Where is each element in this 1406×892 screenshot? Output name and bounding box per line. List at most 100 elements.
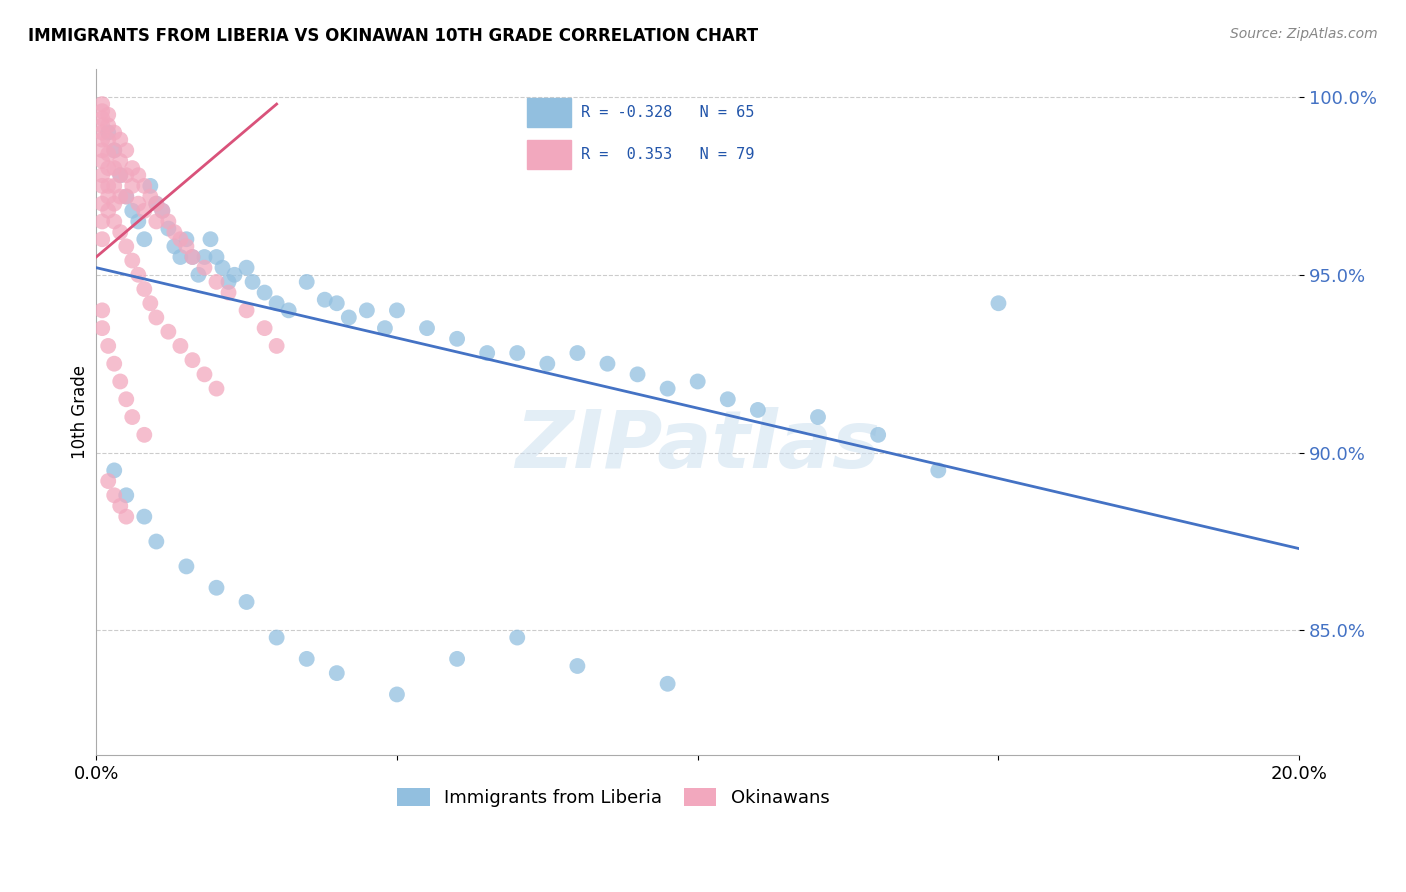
Point [314,293,336,307]
Point [110,499,132,513]
Point [103,357,125,371]
Point [91,119,114,133]
Point [139,296,162,310]
Point [103,144,125,158]
Point [169,250,191,264]
Point [242,275,264,289]
Point [91,144,114,158]
Point [110,189,132,203]
Point [91,303,114,318]
Point [91,153,114,168]
Point [295,275,318,289]
Point [145,196,167,211]
Text: IMMIGRANTS FROM LIBERIA VS OKINAWAN 10TH GRADE CORRELATION CHART: IMMIGRANTS FROM LIBERIA VS OKINAWAN 10TH… [28,27,758,45]
Point [110,168,132,182]
Point [121,203,143,218]
Point [145,534,167,549]
Point [187,268,209,282]
Point [91,112,114,126]
Point [91,232,114,246]
Point [134,427,156,442]
Point [121,178,143,193]
Point [385,688,408,702]
Point [91,133,114,147]
Point [181,250,204,264]
Point [157,221,180,235]
Point [163,225,186,239]
Point [91,321,114,335]
Point [91,97,114,112]
Point [134,232,156,246]
Point [224,268,246,282]
Point [134,509,156,524]
Point [103,214,125,228]
Point [103,488,125,502]
Point [91,126,114,140]
Point [205,275,228,289]
Point [747,403,769,417]
Point [134,178,156,193]
Point [115,189,138,203]
Point [97,189,120,203]
Point [115,509,138,524]
Point [97,126,120,140]
Point [205,581,228,595]
Point [326,666,349,681]
Point [110,133,132,147]
Point [446,652,468,666]
Point [374,321,396,335]
Point [326,296,349,310]
Legend: Immigrants from Liberia, Okinawans: Immigrants from Liberia, Okinawans [389,780,837,814]
Point [139,178,162,193]
Point [103,126,125,140]
Point [97,119,120,133]
Point [110,168,132,182]
Point [115,189,138,203]
Point [97,133,120,147]
Point [211,260,233,275]
Point [356,303,378,318]
Point [127,214,149,228]
Point [91,168,114,182]
Point [127,196,149,211]
Point [103,196,125,211]
Point [97,161,120,175]
Point [115,168,138,182]
Point [110,225,132,239]
Point [97,203,120,218]
Point [266,631,288,645]
Point [157,325,180,339]
Point [253,285,276,300]
Point [91,104,114,119]
Point [134,203,156,218]
Point [97,108,120,122]
Point [115,488,138,502]
Point [163,239,186,253]
Point [176,232,198,246]
Point [157,214,180,228]
Point [385,303,408,318]
Point [205,250,228,264]
Point [150,203,173,218]
Point [567,346,589,360]
Point [181,250,204,264]
Point [127,168,149,182]
Point [266,296,288,310]
Text: ZIPatlas: ZIPatlas [515,407,880,485]
Point [717,392,740,407]
Point [686,375,709,389]
Point [868,427,890,442]
Point [121,410,143,425]
Point [181,353,204,368]
Point [121,161,143,175]
Point [103,161,125,175]
Point [657,382,679,396]
Point [103,144,125,158]
Point [121,253,143,268]
Point [169,339,191,353]
Point [115,392,138,407]
Point [139,189,162,203]
Point [253,321,276,335]
Point [193,368,215,382]
Point [506,631,529,645]
